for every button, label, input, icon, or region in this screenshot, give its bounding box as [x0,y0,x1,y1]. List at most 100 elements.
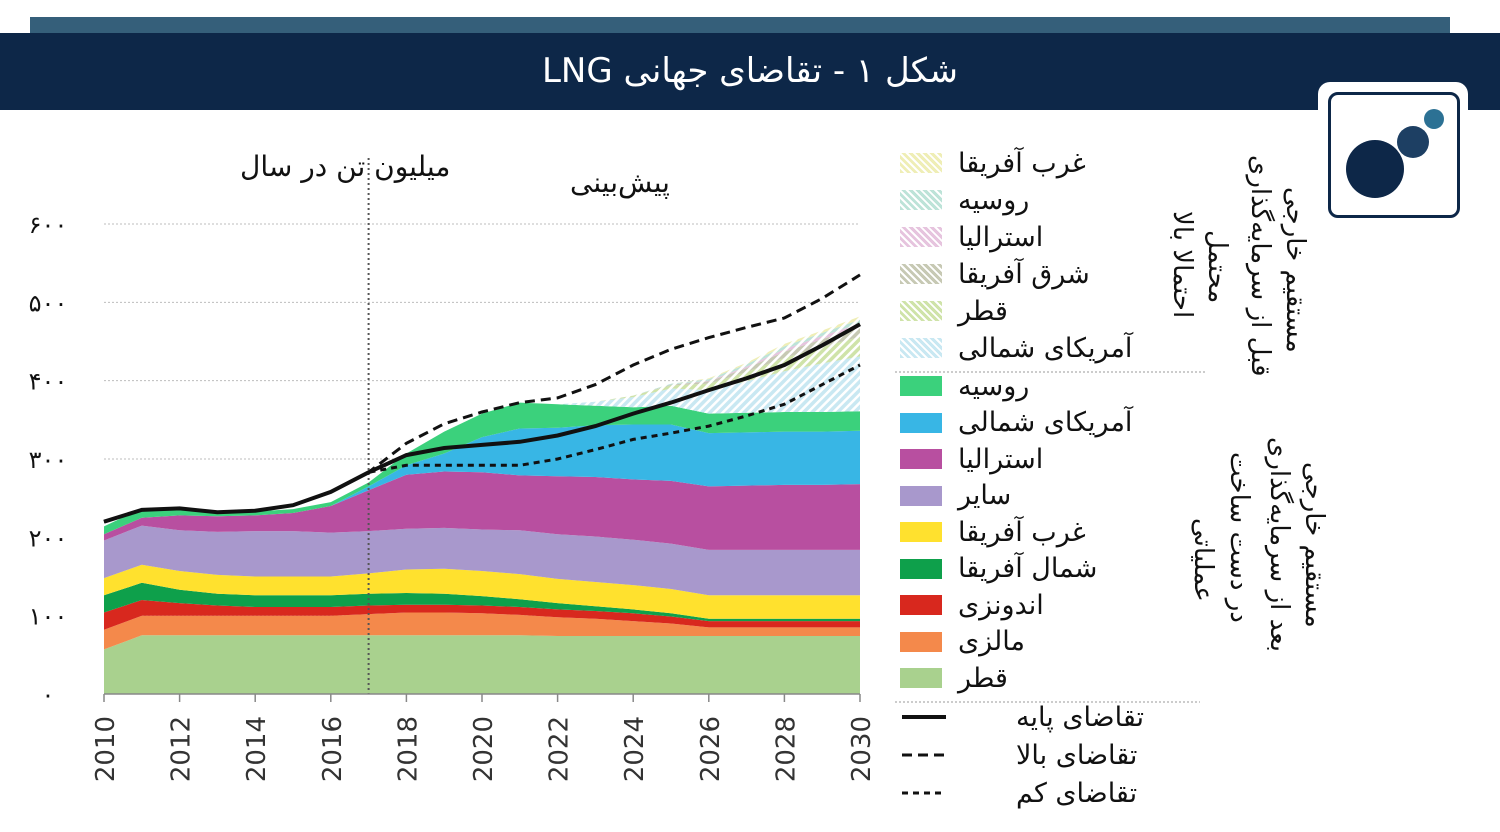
legend-swatch [900,631,942,652]
legend-label: روسیه [958,184,1030,216]
legend-swatch [900,668,942,688]
legend-swatch [900,190,942,210]
legend-label: آمریکای شمالی [958,332,1133,364]
legend-label: تقاضای بالا [1016,739,1138,771]
header-accent-bar [30,17,1450,33]
legend-item: قطر [900,294,1008,328]
x-tick-label: 2014 [242,716,272,782]
area-pre_fid-series [104,356,860,527]
legend-swatch [900,595,942,615]
group-label-operational: عملیاتی [1188,518,1218,602]
x-tick-label: 2028 [771,716,801,782]
area-operational-series [104,402,860,535]
logo-frame [1328,92,1460,218]
legend-item: تقاضای پایه [900,700,1144,734]
legend-swatch [900,153,942,173]
y-tick-label: ۰ [42,681,55,709]
forecast-label: پیش‌بینی [570,166,670,199]
logo-medium-dot [1397,126,1429,158]
x-tick-label: 2018 [393,716,423,782]
y-tick-label: ۱۰۰ [29,603,68,631]
x-tick-label: 2020 [469,716,499,782]
area-operational-series [104,612,860,650]
legend-item: اندونزی [900,588,1044,622]
logo-large-dot [1346,140,1404,198]
legend-line-dashed [902,753,946,757]
x-tick-label: 2024 [620,716,650,782]
legend-label: غرب آفریقا [958,147,1086,179]
area-operational-series [104,582,860,622]
legend-swatch [900,301,942,321]
legend-item: روسیه [900,369,1029,403]
legend-label: سایر [958,480,1012,511]
axes: 2010 2012 2014 2016 2018 2020 2022 2024 2026 2028… [91,693,877,782]
legend-item: شرق آفریقا [900,257,1090,291]
logo-small-dot [1424,109,1444,129]
legend-swatch [900,449,942,469]
area-operational-series [104,525,860,596]
legend-item: مالزی [900,625,1025,659]
legend-swatch [900,485,942,506]
x-tick-label: 2012 [167,716,197,782]
x-tick-label: 2026 [696,716,726,782]
logo-dots-icon [1346,109,1444,198]
legend-item: استرالیا [900,442,1043,476]
legend-label: شمال آفریقا [958,553,1098,584]
legend-label: تقاضای پایه [1016,701,1144,733]
legend-item: تقاضای بالا [900,738,1137,772]
x-tick-label: 2022 [545,716,575,782]
y-tick-label: ۵۰۰ [29,289,68,317]
line-dotted-demand [103,363,861,524]
legend-label: تقاضای کم [1016,777,1138,809]
legend-swatch [900,558,942,579]
area-operational-series [104,600,860,630]
area-operational-series [104,635,860,694]
legend-item: آمریکای شمالی [900,406,1132,440]
legend-swatch [900,376,942,396]
legend-swatch [900,227,942,247]
x-tick-label: 2010 [91,716,121,782]
x-tick-label: 2016 [318,716,348,782]
legend-item: غرب آفریقا [900,146,1086,180]
group-label-likely-high: احتمالا بالا [1167,211,1197,319]
group-label-pre-fid-line2: مستقیم خارجی [1280,187,1310,353]
group-label-under-construction: در دست ساخت [1224,451,1254,623]
legend-label: شرق آفریقا [958,258,1090,290]
y-tick-label: ۶۰۰ [29,211,68,239]
legend-item: غرب آفریقا [900,515,1086,549]
area-operational-series [104,471,860,550]
legend-swatch [900,522,942,542]
title-banner: شکل ۱ - تقاضای جهانی LNG [0,33,1500,110]
legend-label: مالزی [958,626,1025,657]
y-axis-label: میلیون تن در سال [240,150,450,183]
legend-item: استرالیا [900,220,1043,254]
group-label-probable: محتمل [1202,230,1232,304]
legend-label: قطر [958,662,1008,694]
legend-swatch [900,338,942,358]
legend-swatch [900,264,942,284]
legend-label: اندونزی [958,589,1044,621]
legend-label: استرالیا [958,443,1044,475]
publisher-logo [1318,82,1468,226]
demand-lines [103,158,861,694]
legend-item: سایر [900,479,1011,513]
legend-line-dotted [902,791,946,795]
area-operational-series [104,564,860,619]
line-dashed-demand [103,273,861,524]
group-label-post-fid-line1: بعد از سرمایه‌گذاری [1264,437,1294,653]
legend-swatch [900,412,942,433]
legend-label: آمریکای شمالی [958,407,1133,438]
legend-item: روسیه [900,183,1029,217]
legend-label: روسیه [958,370,1030,402]
legend-label: غرب آفریقا [958,516,1086,548]
legend-item: قطر [900,661,1008,695]
page-title: شکل ۱ - تقاضای جهانی LNG [541,51,959,91]
y-tick-label: ۲۰۰ [29,524,68,552]
area-operational-series [104,424,860,535]
group-label-post-fid-line2: مستقیم خارجی [1299,462,1329,628]
legend-label: قطر [958,295,1008,327]
stacked-areas [104,316,860,694]
legend-line-solid [902,715,946,719]
legend-item: آمریکای شمالی [900,331,1132,365]
